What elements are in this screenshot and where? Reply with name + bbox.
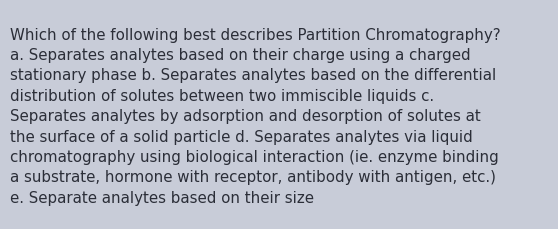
Text: Which of the following best describes Partition Chromatography?
a. Separates ana: Which of the following best describes Pa… (10, 27, 501, 205)
